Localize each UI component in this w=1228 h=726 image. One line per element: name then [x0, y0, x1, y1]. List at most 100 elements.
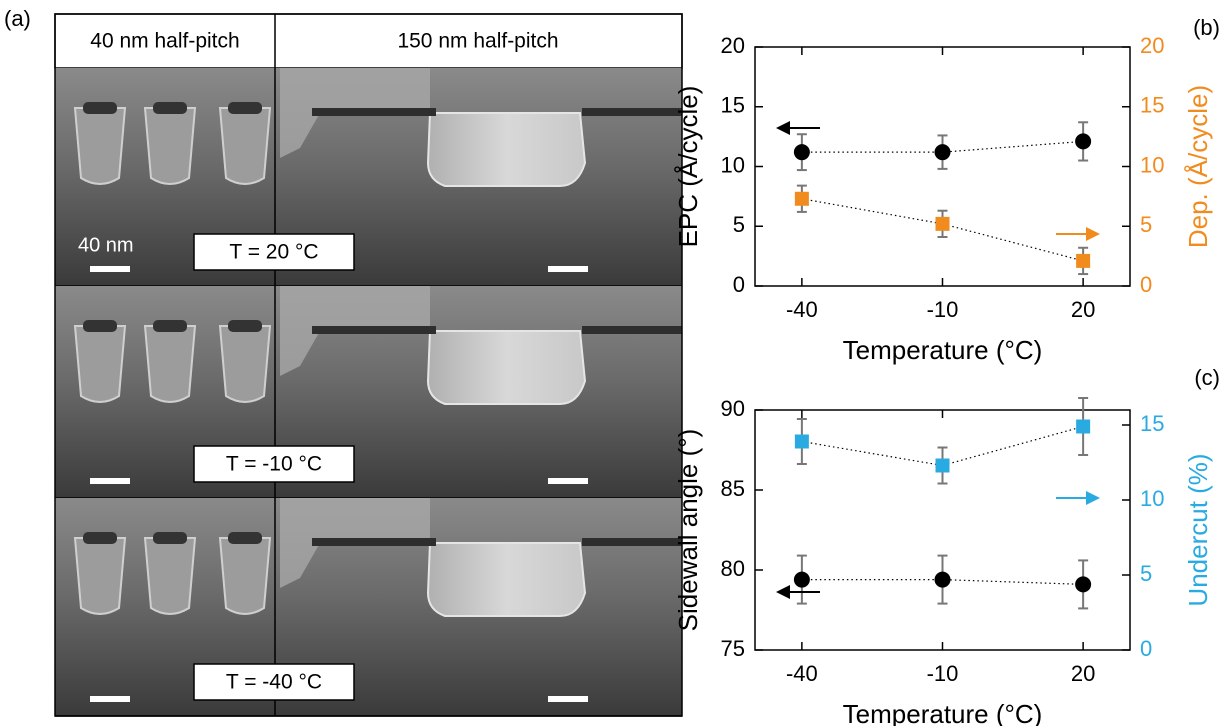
data-point	[1076, 253, 1091, 268]
y-tick-label: 10	[721, 152, 745, 177]
y-tick-label: 85	[721, 476, 745, 501]
label-box	[193, 233, 355, 271]
scale-bar	[548, 696, 588, 702]
sem-feature	[73, 537, 127, 615]
scale-bar	[548, 266, 588, 272]
sem-feature	[73, 325, 127, 403]
sem-feature	[228, 320, 262, 332]
sem-feature	[143, 107, 197, 185]
row-label: T = -10 °C	[226, 453, 322, 476]
label-box	[193, 663, 355, 701]
row-label: T = 20 °C	[229, 241, 318, 264]
y2-tick-label: 0	[1140, 272, 1152, 297]
chart: (b) 0 5 10 15 20 0 5 10 15 20 -40 -10 20 Temperature (…	[673, 15, 1220, 365]
data-point	[793, 144, 810, 161]
y-tick-label: 20	[721, 33, 745, 58]
header-row	[54, 13, 683, 69]
y-tick-label: 15	[721, 93, 745, 118]
axis-arrowhead	[1086, 491, 1100, 505]
sem-feature	[582, 326, 682, 334]
y2-tick-label: 5	[1140, 212, 1152, 237]
y2-tick-label: 15	[1140, 93, 1164, 118]
header: 40 nm half-pitch	[90, 30, 239, 53]
sem-panel: (a) 40 nm half-pitch 150 nm half-pitch T…	[4, 6, 683, 717]
sem-feature	[582, 108, 682, 116]
sem-feature	[426, 112, 587, 187]
y2-tick-label: 10	[1140, 486, 1164, 511]
y2-tick-label: 0	[1140, 636, 1152, 661]
y-tick-label: 75	[721, 636, 745, 661]
y2-tick-label: 15	[1140, 411, 1164, 436]
sem-feature	[312, 326, 436, 334]
data-point	[935, 216, 950, 231]
axis-arrowhead	[1086, 227, 1100, 241]
sem-feature	[218, 325, 272, 403]
data-point	[1075, 576, 1092, 593]
x-tick-label: -40	[786, 661, 818, 686]
scale-bar	[90, 266, 130, 272]
sem-feature	[143, 537, 197, 615]
y-axis-label: EPC (Å/cycle)	[673, 86, 703, 248]
x-tick-label: 20	[1071, 297, 1095, 322]
panel-label: (c)	[1194, 365, 1220, 390]
panel-frame	[54, 13, 683, 717]
plot-frame	[754, 409, 1131, 651]
y2-tick-label: 20	[1140, 33, 1164, 58]
data-point	[1076, 419, 1091, 434]
sem-feature	[143, 325, 197, 403]
axis-arrowhead	[776, 585, 790, 599]
sem-feature	[312, 108, 436, 116]
x-tick-label: 20	[1071, 661, 1095, 686]
sem-feature	[426, 542, 587, 617]
x-tick-label: -10	[927, 297, 959, 322]
header: 150 nm half-pitch	[397, 30, 558, 53]
y-axis-label: Sidewall angle (°)	[673, 429, 703, 632]
scale-bar	[90, 478, 130, 484]
data-point	[794, 191, 809, 206]
y2-tick-label: 10	[1140, 152, 1164, 177]
y-tick-label: 5	[733, 212, 745, 237]
panel-label: (b)	[1193, 15, 1220, 40]
sem-feature	[426, 330, 587, 405]
scale-label: 40 nm	[78, 234, 134, 256]
data-point	[793, 571, 810, 588]
data-point	[1075, 133, 1092, 150]
sem-feature	[582, 538, 682, 546]
scale-bar	[548, 478, 588, 484]
sem-feature	[153, 102, 187, 114]
scale-bar	[90, 696, 130, 702]
row-label: T = -40 °C	[226, 671, 322, 694]
series-line	[801, 198, 1084, 262]
data-point	[794, 434, 809, 449]
data-point	[934, 571, 951, 588]
sem-feature	[83, 102, 117, 114]
y-tick-label: 0	[733, 272, 745, 297]
sem-feature	[312, 538, 436, 546]
series-line	[801, 425, 1084, 467]
chart: (c) 75 80 85 90 0 5 10 15 -40 -10 20 Temperature (°C…	[673, 365, 1220, 726]
sem-feature	[83, 532, 117, 544]
data-point	[935, 458, 950, 473]
sem-feature	[153, 320, 187, 332]
y-tick-label: 90	[721, 396, 745, 421]
sem-feature	[218, 107, 272, 185]
y2-tick-label: 5	[1140, 561, 1152, 586]
x-axis-label: Temperature (°C)	[843, 699, 1043, 726]
sem-feature	[83, 320, 117, 332]
y2-axis-label: Undercut (%)	[1183, 453, 1213, 606]
y-tick-label: 80	[721, 556, 745, 581]
x-axis-label: Temperature (°C)	[843, 335, 1043, 365]
sem-feature	[228, 102, 262, 114]
axis-arrowhead	[776, 121, 790, 135]
y2-axis-label: Dep. (Å/cycle)	[1183, 85, 1213, 248]
sem-feature	[218, 537, 272, 615]
sem-feature	[73, 107, 127, 185]
data-point	[934, 144, 951, 161]
sem-feature	[153, 532, 187, 544]
sem-feature	[228, 532, 262, 544]
label-box	[193, 445, 355, 483]
panel-label: (a)	[4, 6, 31, 31]
x-tick-label: -40	[786, 297, 818, 322]
x-tick-label: -10	[927, 661, 959, 686]
